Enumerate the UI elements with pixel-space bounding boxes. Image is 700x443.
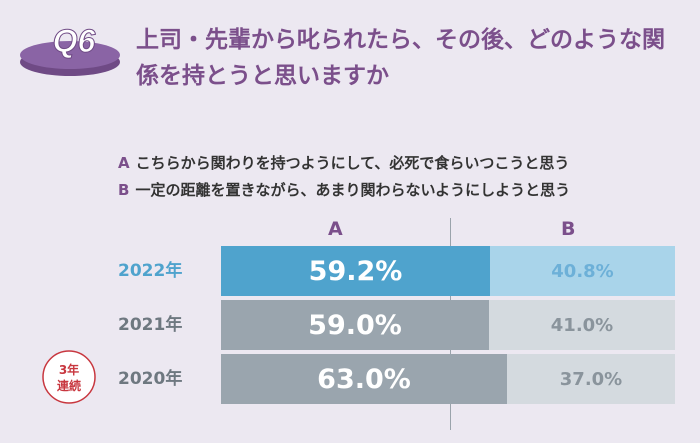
- legend: A こちらから関わりを持つようにして、必死で食らいつこうと思う B 一定の距離を置き…: [118, 150, 570, 204]
- bar-b-value: 41.0%: [551, 315, 613, 336]
- bar-a: 63.0%: [221, 354, 507, 404]
- bar-b-value: 37.0%: [560, 369, 622, 390]
- chart-row: 2021年 59.0% 41.0%: [0, 300, 700, 350]
- bar-b: 40.8%: [490, 246, 675, 296]
- bar-a-value: 59.0%: [308, 310, 402, 341]
- bar-a: 59.2%: [221, 246, 490, 296]
- question-badge: Q6: [18, 12, 122, 82]
- bar-a-value: 63.0%: [317, 364, 411, 395]
- bar-b: 41.0%: [489, 300, 675, 350]
- bar-a-value: 59.2%: [309, 256, 403, 287]
- continuity-stamp: 3年 連続: [40, 348, 98, 406]
- chart-row: 2020年 63.0% 37.0%: [0, 354, 700, 404]
- stamp-line-1: 3年: [59, 362, 79, 377]
- year-label: 2020年: [118, 354, 210, 404]
- legend-key-b: B: [118, 181, 129, 199]
- bar-b: 37.0%: [507, 354, 675, 404]
- badge-label: Q6: [53, 23, 96, 59]
- legend-text-b: 一定の距離を置きながら、あまり関わらないようにしようと思う: [135, 181, 570, 199]
- legend-item-a: A こちらから関わりを持つようにして、必死で食らいつこうと思う: [118, 150, 570, 177]
- column-header-b: B: [561, 218, 575, 240]
- legend-key-a: A: [118, 154, 130, 172]
- year-label: 2021年: [118, 300, 210, 350]
- column-header-a: A: [328, 218, 343, 240]
- legend-item-b: B 一定の距離を置きながら、あまり関わらないようにしようと思う: [118, 177, 570, 204]
- legend-text-a: こちらから関わりを持つようにして、必死で食らいつこうと思う: [136, 154, 570, 172]
- bar-a: 59.0%: [221, 300, 489, 350]
- question-title: 上司・先輩から叱られたら、その後、どのような関係を持とうと思いますか: [136, 22, 676, 94]
- stamp-line-2: 連続: [57, 378, 81, 393]
- stamp-circle: [43, 351, 95, 403]
- chart-row: 2022年 59.2% 40.8%: [0, 246, 700, 296]
- bar-b-value: 40.8%: [551, 261, 613, 282]
- year-label: 2022年: [118, 246, 210, 296]
